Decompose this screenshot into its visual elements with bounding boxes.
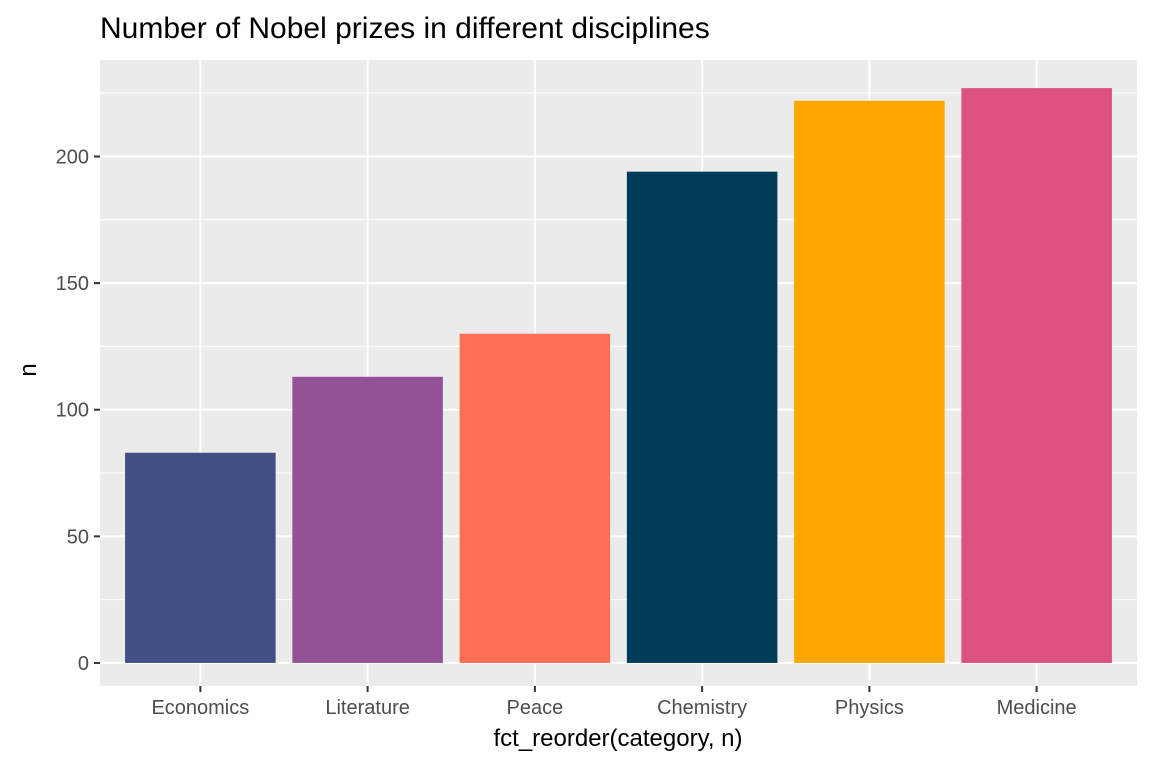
y-axis-ticks: 0 50 100 150 200 (56, 146, 100, 675)
bar-series (125, 88, 1112, 663)
y-tick-label: 150 (56, 273, 89, 295)
chart-title: Number of Nobel prizes in different disc… (100, 12, 710, 45)
x-tick-label: Physics (835, 697, 904, 719)
y-tick-label: 200 (56, 146, 89, 168)
x-tick-label: Chemistry (657, 697, 747, 719)
x-tick-label: Literature (325, 697, 410, 719)
bar-medicine (961, 88, 1112, 663)
y-tick-label: 100 (56, 400, 89, 422)
y-tick-label: 0 (78, 653, 89, 675)
bar-economics (125, 452, 276, 663)
x-axis-ticks: Economics Literature Peace Chemistry Physics… (151, 686, 1077, 719)
y-tick-label: 50 (67, 526, 89, 548)
bar-peace (459, 333, 611, 663)
bar-literature (292, 376, 443, 663)
x-tick-label: Medicine (997, 697, 1077, 719)
x-axis-label: fct_reorder(category, n) (494, 725, 743, 752)
bar-physics (794, 100, 945, 663)
x-tick-label: Peace (507, 697, 564, 719)
x-tick-label: Economics (151, 697, 249, 719)
y-axis-label: n (15, 363, 42, 376)
bar-chemistry (626, 171, 778, 663)
